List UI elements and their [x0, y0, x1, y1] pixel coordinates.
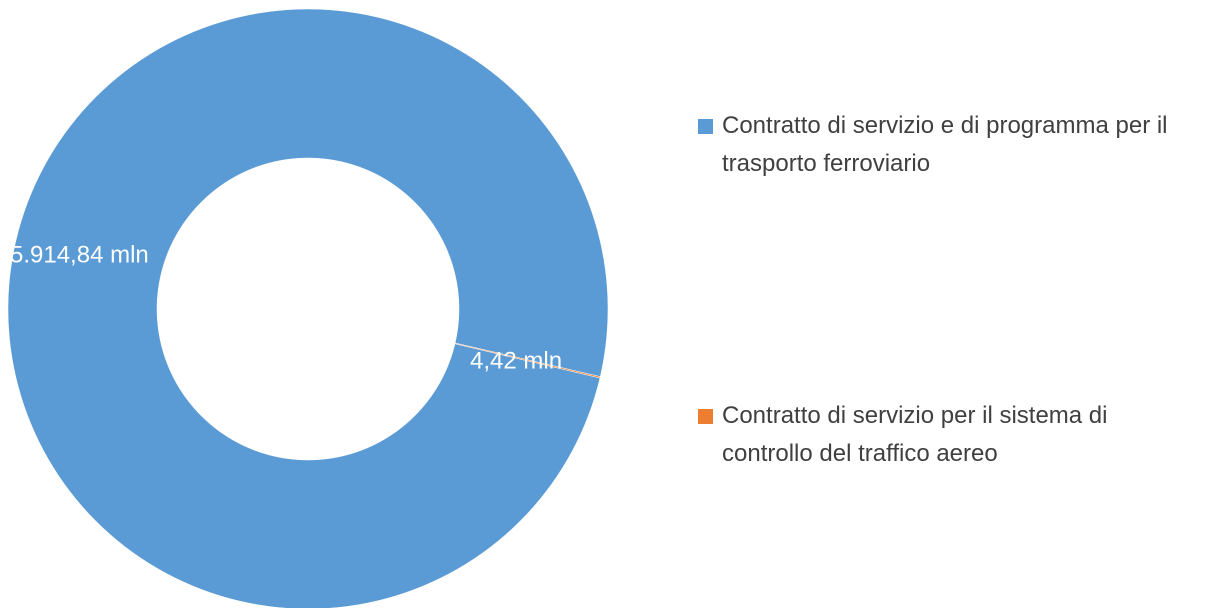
legend-swatch: [698, 119, 713, 134]
legend-label: Contratto di servizio per il sistema di …: [722, 402, 1108, 467]
legend-label: Contratto di servizio e di programma per…: [722, 112, 1168, 177]
legend-item: Contratto di servizio e di programma per…: [698, 107, 1198, 183]
donut-hole: [157, 158, 459, 460]
donut-slice: [7, 8, 609, 608]
data-label: 5.914,84 mln: [10, 241, 149, 268]
data-label: 4,42 mln: [470, 347, 562, 374]
legend-swatch: [698, 409, 713, 424]
legend-item: Contratto di servizio per il sistema di …: [698, 397, 1198, 473]
donut-slice: [454, 342, 601, 379]
